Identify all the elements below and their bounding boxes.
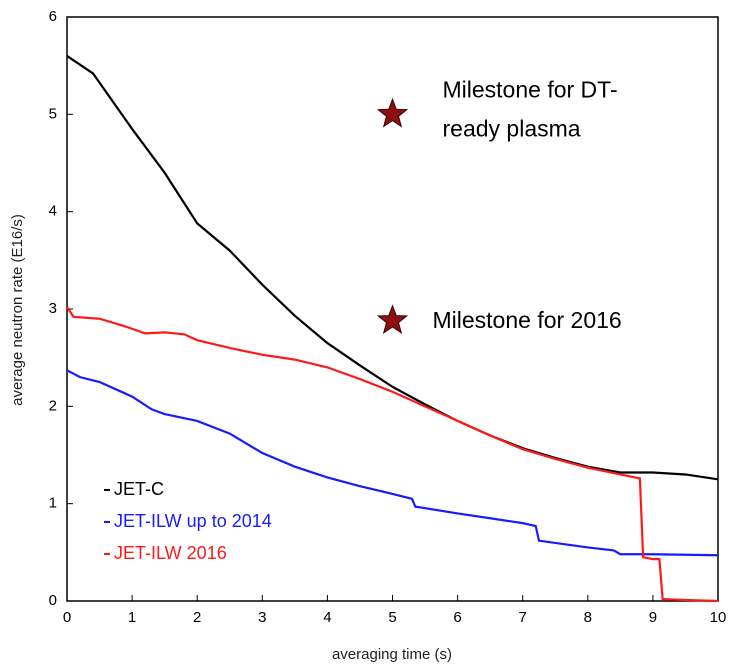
x-tick-label: 6 — [453, 609, 461, 626]
x-tick-label: 3 — [258, 609, 266, 626]
x-tick-label: 9 — [649, 609, 657, 626]
x-tick-label: 5 — [388, 609, 396, 626]
legend-label: JET-ILW 2016 — [114, 543, 227, 563]
x-tick-label: 1 — [128, 609, 136, 626]
y-axis-label: average neutron rate (E16/s) — [9, 214, 26, 406]
series-line — [66, 369, 719, 557]
annotation-text: Milestone for 2016 — [433, 307, 622, 333]
y-tick-label: 0 — [49, 592, 57, 609]
x-tick-label: 10 — [710, 609, 727, 626]
y-tick-label: 4 — [49, 203, 57, 220]
x-tick-label: 8 — [584, 609, 592, 626]
x-tick-label: 0 — [63, 609, 71, 626]
legend-label: JET-ILW up to 2014 — [114, 511, 272, 531]
milestone-star — [376, 304, 409, 334]
x-tick-label: 2 — [193, 609, 201, 626]
series-line — [66, 55, 719, 481]
y-tick-label: 2 — [49, 397, 57, 414]
milestone-star — [376, 97, 409, 128]
x-tick-label: 7 — [519, 609, 527, 626]
annotation-text: ready plasma — [443, 115, 581, 141]
x-tick-label: 4 — [323, 609, 331, 626]
series-line — [66, 306, 719, 603]
y-tick-label: 6 — [49, 8, 57, 25]
y-tick-label: 5 — [49, 105, 57, 122]
annotation-text: Milestone for DT- — [443, 76, 618, 102]
y-tick-label: 1 — [49, 495, 57, 512]
x-axis-label: averaging time (s) — [332, 646, 452, 663]
y-tick-label: 3 — [49, 300, 57, 317]
legend-label: JET-C — [114, 479, 164, 499]
